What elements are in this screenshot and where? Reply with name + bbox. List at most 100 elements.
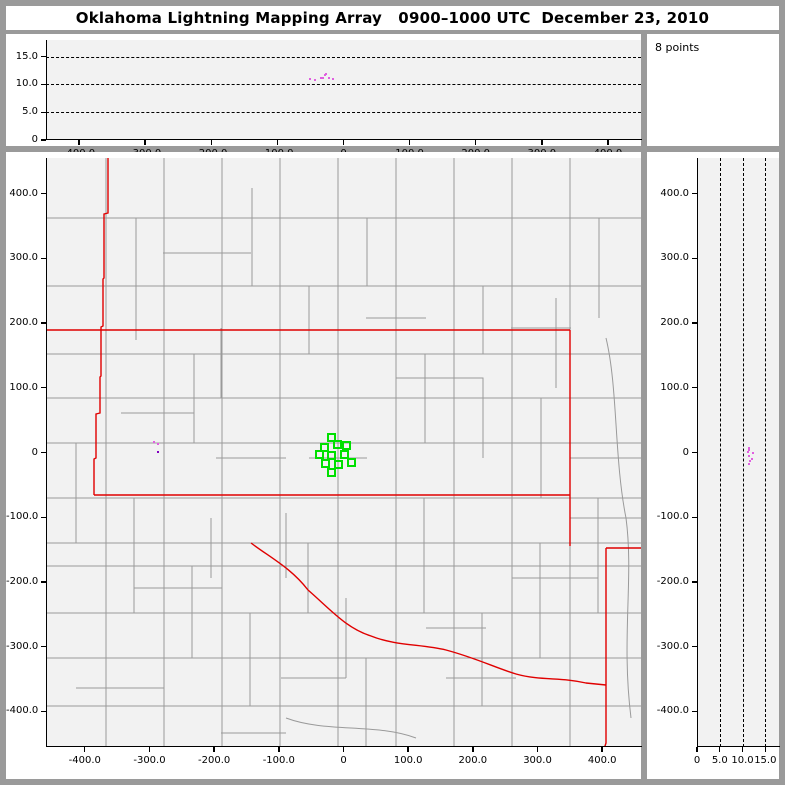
tick-y — [41, 645, 46, 648]
tick-label-y: -100.0 — [6, 511, 39, 523]
source-marker — [315, 449, 325, 459]
altitude-vs-north-panel: 400.0 300.0 200.0 100.0 0 -100.0 -200.0 -300.0 -… — [647, 152, 780, 779]
tick-label-y: 10.0 — [15, 78, 38, 90]
tick-label-y: 100.0 — [9, 381, 38, 393]
tick-label-x: -300.0 — [133, 755, 166, 766]
source-point — [751, 457, 754, 460]
source-point — [748, 455, 751, 458]
tick-label-y: -400.0 — [656, 705, 689, 717]
tick-x — [541, 140, 543, 145]
tick-x — [278, 747, 280, 752]
plan-view-plot-area[interactable] — [46, 158, 641, 747]
tick-x — [408, 140, 411, 145]
tick-label-y: 100.0 — [660, 381, 689, 393]
page-title: Oklahoma Lightning Mapping Array 0900–10… — [75, 9, 710, 27]
source-marker — [341, 440, 351, 450]
tick-y — [41, 139, 46, 141]
tick-label-y: 300.0 — [9, 252, 38, 264]
source-point — [747, 451, 750, 454]
tick-y — [41, 55, 46, 58]
tick-label-y: 400.0 — [9, 187, 38, 199]
source-marker — [319, 442, 329, 452]
source-marker — [326, 450, 336, 460]
map-y-axis — [46, 158, 48, 747]
tick-x — [78, 140, 80, 145]
gridline-y-10 — [46, 84, 641, 86]
tick-x — [472, 747, 474, 752]
source-point — [748, 448, 751, 451]
tick-y — [692, 645, 697, 648]
tick-x — [719, 747, 721, 752]
state-borders — [46, 158, 641, 747]
tick-label-x: 0 — [693, 755, 701, 766]
tick-y — [692, 516, 697, 518]
tick-y — [692, 322, 697, 324]
tick-label-y: 0 — [31, 134, 38, 145]
source-marker — [347, 458, 357, 468]
source-marker — [326, 468, 336, 478]
plan-view-map-panel: 400.0 300.0 200.0 100.0 0 -100.0 -200.0 -300.0 -… — [6, 152, 642, 779]
tick-x — [84, 747, 86, 752]
points-count-label: 8 points — [655, 41, 700, 54]
tick-x — [536, 747, 539, 752]
tick-y — [41, 257, 46, 259]
tick-y — [41, 83, 46, 86]
source-marker — [326, 433, 336, 443]
tick-x — [407, 747, 409, 752]
source-marker — [339, 449, 349, 459]
tick-x — [276, 140, 279, 145]
side-y-axis — [697, 158, 699, 747]
tick-x — [144, 140, 146, 145]
tick-label-x: 0 — [340, 755, 347, 766]
source-point — [752, 451, 755, 454]
tick-x — [210, 140, 212, 145]
source-point — [327, 77, 330, 80]
map-x-axis — [46, 746, 642, 748]
tick-x — [213, 747, 215, 752]
altitude-vs-east-panel: 05.010.015.0 -400.0-300.0-200.0-100.0010… — [6, 34, 642, 159]
tick-y — [692, 581, 697, 583]
tick-y — [41, 516, 46, 518]
tick-y — [692, 451, 697, 454]
tick-x — [696, 747, 698, 752]
altitude-vs-east-plot-area[interactable] — [46, 40, 641, 140]
tick-y — [41, 710, 46, 713]
tick-label-y: 200.0 — [660, 317, 689, 329]
map-vector-layer — [46, 158, 641, 747]
source-point — [314, 78, 317, 81]
gridline-x-5 — [719, 158, 721, 747]
tick-y — [692, 710, 697, 713]
tick-y — [41, 451, 46, 454]
tick-x — [342, 140, 345, 145]
gridline-y-5 — [46, 112, 641, 114]
tick-y — [41, 192, 46, 195]
source-point — [747, 446, 750, 449]
top-y-axis — [46, 40, 48, 140]
source-point — [748, 460, 751, 463]
tick-label-x: 100.0 — [393, 755, 423, 766]
tick-y — [41, 387, 46, 389]
tick-y — [41, 581, 46, 583]
tick-label-y: 5.0 — [22, 106, 38, 118]
tick-label-x: -400.0 — [68, 755, 101, 766]
faint-source — [152, 440, 155, 443]
tick-label-x: -100.0 — [262, 755, 295, 766]
tick-x — [601, 747, 603, 752]
tick-y — [41, 322, 46, 324]
faint-source — [157, 451, 160, 454]
source-point — [331, 78, 334, 81]
tick-x — [741, 747, 744, 752]
top-x-axis — [46, 139, 642, 141]
altitude-vs-north-plot-area[interactable] — [697, 158, 779, 747]
tick-label-y: -100.0 — [656, 511, 689, 523]
source-point — [748, 462, 751, 465]
tick-y — [41, 111, 46, 113]
tick-label-y: -300.0 — [656, 640, 689, 652]
tick-x — [475, 140, 477, 145]
tick-x — [148, 747, 151, 752]
source-point — [324, 72, 327, 75]
tick-label-x: 400.0 — [587, 755, 617, 766]
tick-x — [764, 747, 767, 752]
tick-y — [692, 257, 697, 259]
